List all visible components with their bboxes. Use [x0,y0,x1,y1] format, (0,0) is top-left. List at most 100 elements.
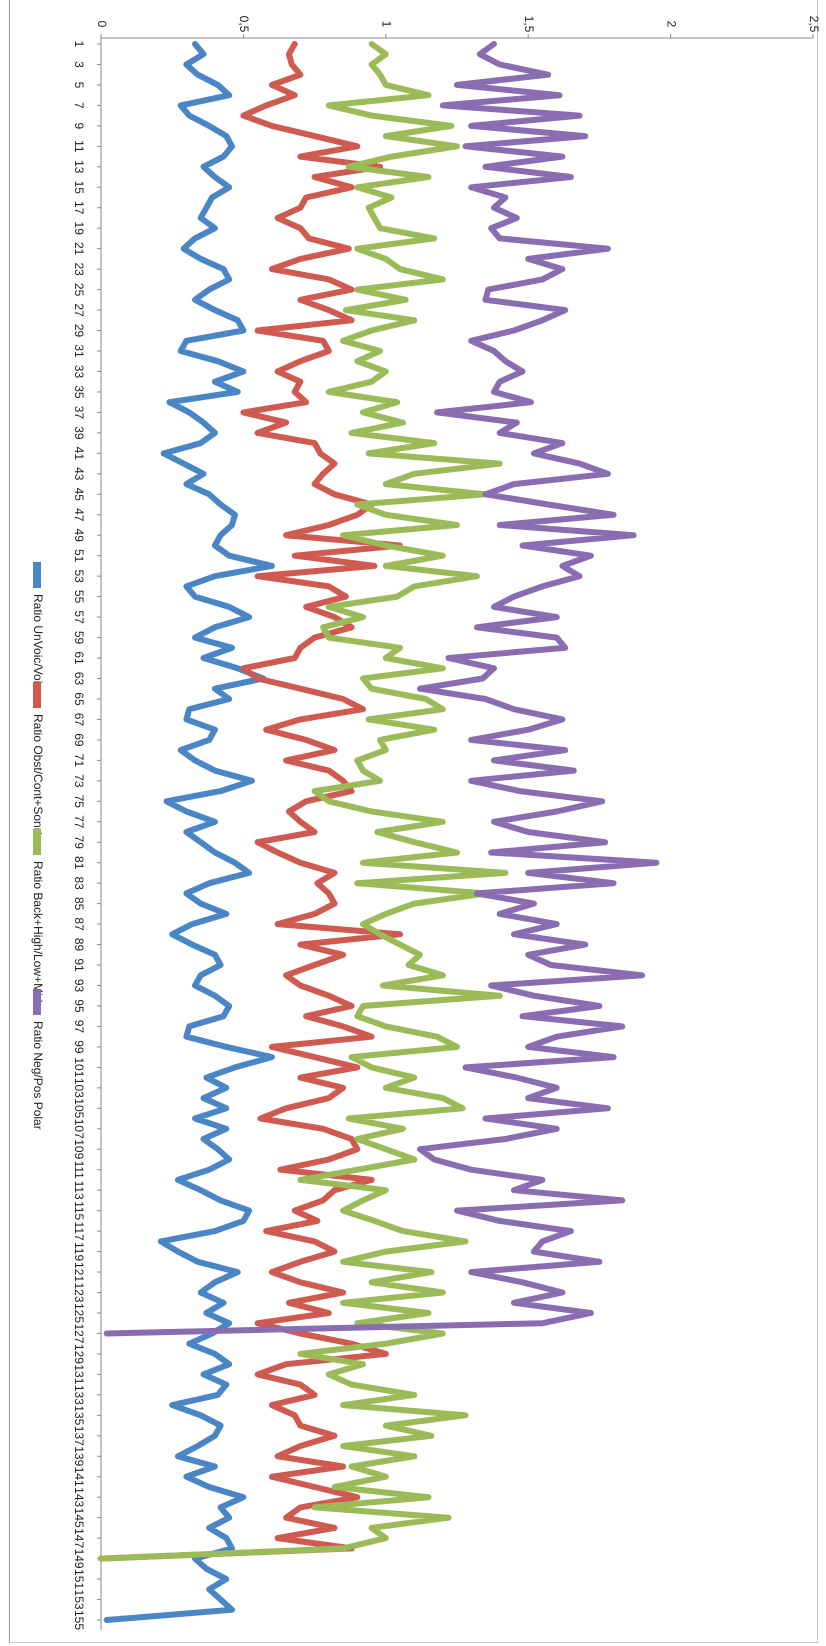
category-tick-label: 119 [72,1242,86,1261]
category-tick-label: 81 [72,856,86,870]
legend-label: Ratio Obst/Cont+Sonrt [31,714,45,836]
category-tick-label: 49 [72,529,86,543]
category-tick-label: 101 [72,1057,86,1077]
category-tick-label: 137 [72,1426,86,1446]
value-tick-label: 1,5 [522,16,536,33]
category-tick-label: 113 [72,1181,86,1200]
category-tick-label: 107 [72,1119,86,1139]
category-tick-label: 39 [72,426,86,440]
category-tick-label: 91 [72,958,86,972]
category-tick-label: 127 [72,1323,86,1343]
value-tick-label: 1 [380,21,394,28]
category-tick-label: 85 [72,897,86,911]
category-tick-label: 143 [72,1487,86,1507]
category-tick-label: 65 [72,692,86,706]
category-tick-label: 109 [72,1139,86,1159]
category-tick-label: 141 [72,1467,86,1487]
category-tick-label: 63 [72,672,86,686]
legend-label: Ratio Neg/Pos Polar [31,1021,45,1130]
category-tick-label: 7 [72,102,86,109]
category-tick-label: 115 [72,1201,86,1220]
category-tick-label: 77 [72,815,86,829]
legend-swatch [33,829,41,855]
category-tick-label: 61 [72,651,86,665]
series-line-1 [103,41,275,1623]
category-tick-label: 23 [72,262,86,276]
legend-swatch [33,682,41,708]
category-tick-label: 73 [72,774,86,788]
category-tick-label: 151 [72,1569,86,1589]
category-tick-label: 9 [72,123,86,130]
category-tick-label: 117 [72,1222,86,1241]
category-tick-label: 25 [72,283,86,297]
category-tick-label: 131 [72,1364,86,1384]
category-tick-label: 35 [72,385,86,399]
series-line-2 [98,41,403,1562]
legend-label: Ratio UnVoic/Voic [31,594,45,689]
category-tick-label: 57 [72,610,86,624]
value-tick-label: 2 [664,21,678,28]
category-axis: 1357911131517192123252729313335373941434… [72,38,102,1630]
category-tick-label: 21 [72,242,86,256]
value-tick-label: 0,5 [237,16,251,33]
category-tick-label: 37 [72,406,86,420]
category-tick-label: 83 [72,876,86,890]
category-tick-label: 87 [72,917,86,931]
category-tick-label: 51 [72,549,86,563]
category-tick-label: 1 [72,41,86,48]
category-tick-label: 15 [72,181,86,195]
category-tick-label: 147 [72,1528,86,1548]
category-tick-label: 53 [72,569,86,583]
category-tick-label: 55 [72,590,86,604]
category-tick-label: 139 [72,1446,86,1466]
series-line-4 [103,41,660,1337]
category-tick-label: 17 [72,201,86,215]
category-tick-label: 71 [72,754,86,768]
series-line-3 [98,41,509,1562]
category-tick-label: 43 [72,467,86,481]
category-tick-label: 155 [72,1610,86,1630]
legend-label: Ratio Back+High/Low+Mid [31,861,45,1002]
category-tick-label: 13 [72,160,86,174]
category-tick-label: 29 [72,324,86,338]
category-tick-label: 47 [72,508,86,522]
category-tick-label: 125 [72,1303,86,1323]
category-tick-label: 123 [72,1283,86,1303]
category-tick-label: 79 [72,836,86,850]
category-tick-label: 149 [72,1549,86,1569]
category-tick-label: 99 [72,1040,86,1054]
category-tick-label: 153 [72,1590,86,1610]
category-tick-label: 133 [72,1385,86,1405]
category-tick-label: 135 [72,1405,86,1425]
category-tick-label: 27 [72,303,86,317]
legend-swatch [33,562,41,588]
category-tick-label: 31 [72,344,86,358]
legend-swatch [33,989,41,1015]
category-tick-label: 97 [72,1020,86,1034]
category-tick-label: 89 [72,938,86,952]
category-tick-label: 45 [72,488,86,502]
chart-legend: Ratio UnVoic/Voic Ratio Obst/Cont+Sonrt Ra… [31,562,45,1130]
category-tick-label: 93 [72,979,86,993]
category-tick-label: 145 [72,1508,86,1528]
category-tick-label: 41 [72,447,86,461]
category-tick-label: 67 [72,713,86,727]
category-tick-label: 3 [72,61,86,68]
category-tick-label: 111 [72,1161,86,1180]
chart-frame [9,0,818,1643]
category-tick-label: 95 [72,999,86,1013]
category-tick-label: 121 [72,1262,86,1282]
category-tick-label: 75 [72,795,86,809]
category-tick-label: 33 [72,365,86,379]
category-tick-label: 69 [72,733,86,747]
series-lines [98,41,660,1623]
category-tick-label: 5 [72,82,86,89]
category-tick-label: 103 [72,1078,86,1098]
value-axis: 0 0,5 1 1,5 2 2,5 [95,16,821,39]
value-tick-label: 2,5 [807,16,821,33]
category-tick-label: 11 [72,140,86,153]
category-tick-label: 59 [72,631,86,645]
category-tick-label: 105 [72,1098,86,1118]
category-tick-label: 129 [72,1344,86,1364]
